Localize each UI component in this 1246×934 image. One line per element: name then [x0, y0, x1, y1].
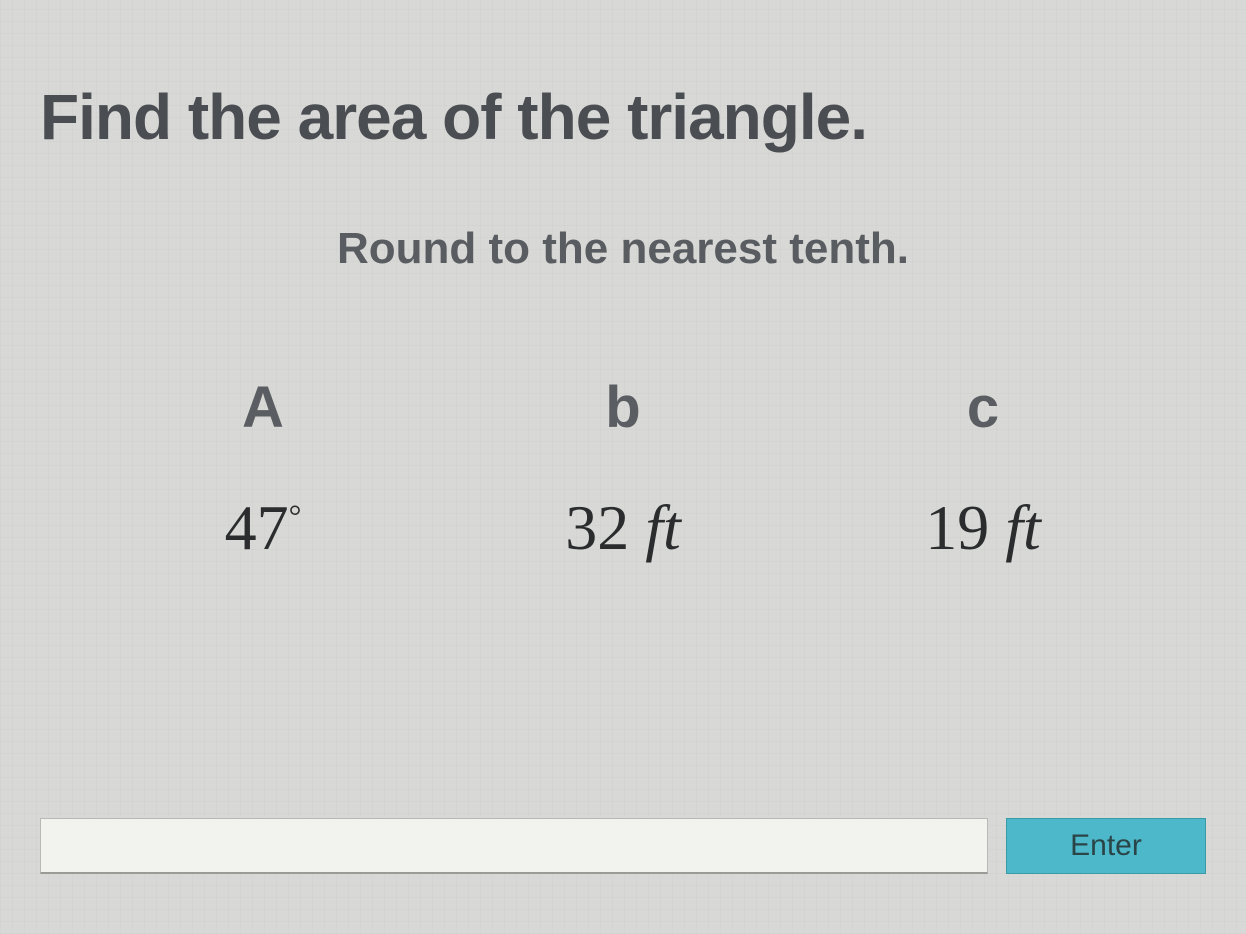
value-unit: ft	[1005, 492, 1041, 563]
col-value: 32 ft	[523, 491, 723, 565]
answer-row: Enter	[40, 818, 1206, 874]
col-header: b	[523, 374, 723, 441]
answer-input[interactable]	[40, 818, 988, 874]
data-table: A 47° b 32 ft c 19 ft	[40, 374, 1206, 565]
column-angle-a: A 47°	[163, 374, 363, 565]
value-number: 47	[225, 492, 289, 563]
degree-symbol: °	[289, 498, 302, 534]
value-number: 32	[565, 492, 629, 563]
value-number: 19	[925, 492, 989, 563]
col-value: 47°	[163, 491, 363, 565]
column-side-c: c 19 ft	[883, 374, 1083, 565]
col-value: 19 ft	[883, 491, 1083, 565]
col-header: c	[883, 374, 1083, 441]
column-side-b: b 32 ft	[523, 374, 723, 565]
col-header: A	[163, 374, 363, 441]
question-subtitle: Round to the nearest tenth.	[40, 224, 1206, 274]
enter-button[interactable]: Enter	[1006, 818, 1206, 874]
question-title: Find the area of the triangle.	[40, 80, 1206, 154]
value-unit: ft	[645, 492, 681, 563]
